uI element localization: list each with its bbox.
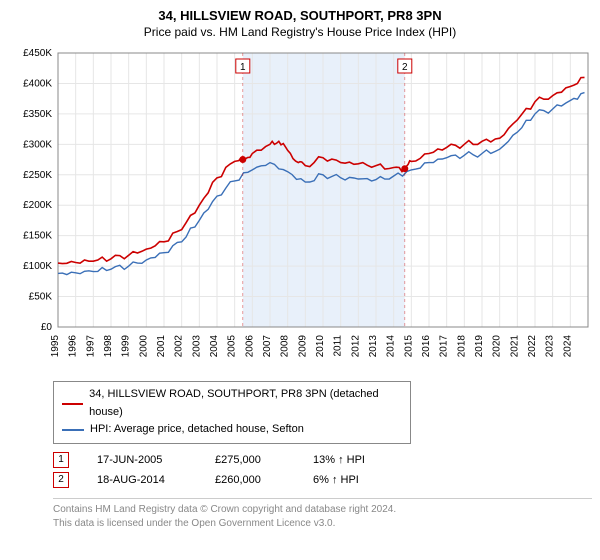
- svg-text:2012: 2012: [350, 335, 361, 358]
- footnote-line: This data is licensed under the Open Gov…: [53, 517, 592, 531]
- svg-text:2009: 2009: [297, 335, 308, 358]
- svg-text:2011: 2011: [333, 335, 344, 357]
- legend-swatch: [62, 429, 84, 431]
- sale-row: 2 18-AUG-2014 £260,000 6% ↑ HPI: [53, 472, 592, 488]
- svg-text:£250K: £250K: [23, 170, 52, 181]
- title-block: 34, HILLSVIEW ROAD, SOUTHPORT, PR8 3PN P…: [8, 8, 592, 39]
- svg-text:2003: 2003: [191, 335, 202, 358]
- chart-subtitle: Price paid vs. HM Land Registry's House …: [8, 25, 592, 39]
- svg-text:2000: 2000: [138, 335, 149, 358]
- legend-item: HPI: Average price, detached house, Seft…: [62, 421, 402, 439]
- svg-text:2004: 2004: [209, 335, 220, 358]
- svg-text:2017: 2017: [439, 335, 450, 358]
- svg-text:2021: 2021: [509, 335, 520, 358]
- svg-text:£450K: £450K: [23, 48, 52, 59]
- svg-text:1995: 1995: [50, 335, 61, 358]
- svg-text:2008: 2008: [280, 335, 291, 358]
- svg-text:1997: 1997: [85, 335, 96, 358]
- legend-item: 34, HILLSVIEW ROAD, SOUTHPORT, PR8 3PN (…: [62, 386, 402, 421]
- footnote-line: Contains HM Land Registry data © Crown c…: [53, 503, 592, 517]
- legend-label: HPI: Average price, detached house, Seft…: [90, 421, 304, 439]
- legend: 34, HILLSVIEW ROAD, SOUTHPORT, PR8 3PN (…: [53, 381, 411, 444]
- sale-marker-icon: 1: [53, 452, 69, 468]
- sale-row: 1 17-JUN-2005 £275,000 13% ↑ HPI: [53, 452, 592, 468]
- svg-text:£200K: £200K: [23, 200, 52, 211]
- sale-date: 17-JUN-2005: [97, 454, 187, 466]
- svg-text:2013: 2013: [368, 335, 379, 358]
- svg-text:2002: 2002: [174, 335, 185, 358]
- svg-text:1996: 1996: [68, 335, 79, 358]
- sale-marker-icon: 2: [53, 472, 69, 488]
- svg-text:2010: 2010: [315, 335, 326, 358]
- sales-table: 1 17-JUN-2005 £275,000 13% ↑ HPI 2 18-AU…: [53, 452, 592, 488]
- svg-text:2022: 2022: [527, 335, 538, 358]
- svg-text:£300K: £300K: [23, 139, 52, 150]
- svg-text:2020: 2020: [492, 335, 503, 358]
- svg-text:2015: 2015: [403, 335, 414, 358]
- svg-text:2023: 2023: [545, 335, 556, 358]
- svg-text:£50K: £50K: [29, 292, 53, 303]
- sale-delta: 6% ↑ HPI: [313, 474, 393, 486]
- svg-text:2014: 2014: [386, 335, 397, 358]
- svg-text:2005: 2005: [227, 335, 238, 358]
- svg-text:2: 2: [402, 62, 408, 73]
- footnote: Contains HM Land Registry data © Crown c…: [53, 498, 592, 531]
- svg-text:2018: 2018: [456, 335, 467, 358]
- sale-price: £260,000: [215, 474, 285, 486]
- svg-text:£350K: £350K: [23, 109, 52, 120]
- svg-text:2024: 2024: [562, 335, 573, 358]
- legend-swatch: [62, 403, 83, 405]
- svg-text:£150K: £150K: [23, 231, 52, 242]
- sale-delta: 13% ↑ HPI: [313, 454, 393, 466]
- svg-text:2007: 2007: [262, 335, 273, 358]
- svg-text:2001: 2001: [156, 335, 167, 358]
- legend-label: 34, HILLSVIEW ROAD, SOUTHPORT, PR8 3PN (…: [89, 386, 402, 421]
- svg-text:1999: 1999: [121, 335, 132, 358]
- svg-text:2019: 2019: [474, 335, 485, 358]
- svg-text:£400K: £400K: [23, 78, 52, 89]
- svg-text:1: 1: [240, 62, 246, 73]
- sale-price: £275,000: [215, 454, 285, 466]
- svg-text:2016: 2016: [421, 335, 432, 358]
- svg-text:1998: 1998: [103, 335, 114, 358]
- svg-text:2006: 2006: [244, 335, 255, 358]
- sale-date: 18-AUG-2014: [97, 474, 187, 486]
- svg-text:£0: £0: [41, 322, 53, 333]
- price-chart: £0 £50K £100K £150K £200K £250K £300K £350K £400…: [8, 45, 592, 375]
- chart-title: 34, HILLSVIEW ROAD, SOUTHPORT, PR8 3PN: [8, 8, 592, 23]
- svg-text:£100K: £100K: [23, 261, 52, 272]
